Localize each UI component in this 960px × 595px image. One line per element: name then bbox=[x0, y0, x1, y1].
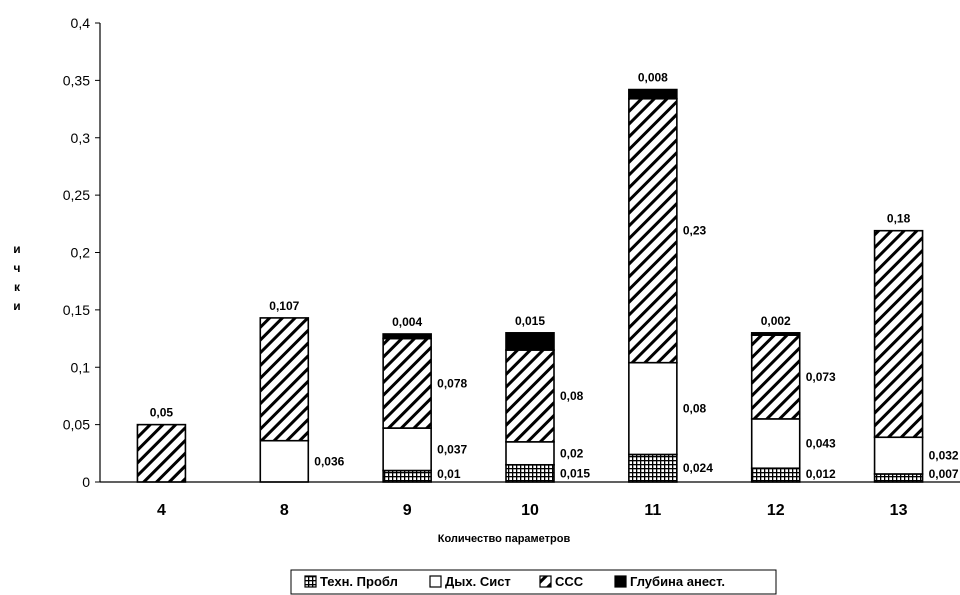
data-label: 0,012 bbox=[806, 467, 836, 481]
legend-swatch bbox=[429, 575, 442, 588]
data-label: 0,008 bbox=[638, 71, 668, 85]
y-label-letter: к bbox=[14, 280, 21, 294]
bar-segment bbox=[750, 334, 801, 420]
y-tick-label: 0,35 bbox=[63, 72, 90, 88]
bar-segment bbox=[382, 469, 432, 483]
legend-label: Глубина анест. bbox=[630, 574, 725, 589]
data-label: 0,002 bbox=[761, 314, 791, 328]
bar-segment bbox=[873, 436, 924, 475]
data-label: 0,036 bbox=[314, 454, 344, 468]
data-label: 0,024 bbox=[683, 461, 713, 475]
bar-segment bbox=[382, 333, 432, 340]
bar-segment bbox=[750, 418, 801, 470]
data-label: 0,007 bbox=[929, 467, 959, 481]
y-tick-label: 0,25 bbox=[63, 187, 90, 203]
x-tick-label: 8 bbox=[280, 502, 289, 519]
y-tick-label: 0,3 bbox=[71, 130, 91, 146]
data-label: 0,08 bbox=[560, 389, 584, 403]
bar-segment bbox=[505, 463, 555, 483]
bar-segment bbox=[259, 317, 310, 442]
x-axis-label: Количество параметров bbox=[438, 533, 571, 545]
data-label: 0,107 bbox=[269, 299, 299, 313]
y-tick-label: 0,1 bbox=[71, 359, 91, 375]
bar-segment bbox=[628, 361, 678, 456]
bar-segment bbox=[382, 337, 432, 429]
data-label: 0,08 bbox=[683, 402, 707, 416]
data-label: 0,23 bbox=[683, 224, 707, 238]
y-axis: 0 0,05 0,1 0,15 0,2 0,25 0,3 0,35 0,4 bbox=[63, 15, 101, 490]
y-label-letter: и bbox=[13, 242, 20, 256]
data-label: 0,02 bbox=[560, 446, 584, 460]
data-label: 0,073 bbox=[806, 370, 836, 384]
x-tick-label: 10 bbox=[521, 502, 539, 519]
legend-frame bbox=[290, 569, 777, 595]
x-tick-label: 9 bbox=[403, 502, 412, 519]
bars bbox=[136, 88, 924, 483]
legend-label: ССС bbox=[555, 574, 584, 589]
bar-segment bbox=[382, 427, 432, 472]
y-tick-label: 0,4 bbox=[71, 15, 91, 31]
legend-swatch bbox=[539, 575, 552, 588]
legend-swatch bbox=[614, 575, 627, 588]
bar-segment bbox=[750, 332, 801, 336]
x-tick-label: 13 bbox=[890, 502, 908, 519]
bar-segment bbox=[628, 453, 678, 483]
x-tick-label: 12 bbox=[767, 502, 785, 519]
data-label: 0,015 bbox=[560, 466, 590, 480]
bar-segment bbox=[750, 467, 801, 483]
legend-label: Дых. Сист bbox=[445, 574, 511, 589]
y-label-letter: ч bbox=[14, 261, 21, 275]
bar-segment bbox=[259, 439, 310, 483]
bar-segment bbox=[136, 423, 187, 483]
data-label: 0,037 bbox=[437, 442, 467, 456]
data-label: 0,078 bbox=[437, 376, 467, 390]
data-label: 0,032 bbox=[929, 449, 959, 463]
bar-segment bbox=[628, 88, 678, 100]
bar-segment bbox=[628, 97, 678, 364]
x-tick-label: 4 bbox=[157, 502, 166, 519]
y-tick-label: 0,15 bbox=[63, 302, 90, 318]
data-label: 0,01 bbox=[437, 467, 461, 481]
data-labels: 0,05 0,036 0,107 0,01 0,037 0,078 0,004 0,015 0,… bbox=[150, 71, 959, 481]
data-label: 0,004 bbox=[392, 315, 422, 329]
bar-segment bbox=[505, 441, 555, 466]
data-label: 0,015 bbox=[515, 314, 545, 328]
data-label: 0,043 bbox=[806, 437, 836, 451]
bar-segment bbox=[505, 349, 555, 443]
y-tick-label: 0,05 bbox=[63, 417, 90, 433]
legend-label: Техн. Пробл bbox=[320, 574, 398, 589]
data-label: 0,18 bbox=[887, 212, 911, 226]
bar-segment bbox=[873, 473, 924, 483]
x-axis: 4 8 9 10 11 12 13 bbox=[100, 481, 960, 519]
y-tick-label: 0 bbox=[82, 474, 90, 490]
x-tick-label: 11 bbox=[644, 502, 661, 519]
legend: Техн. Пробл Дых. Сист ССС Глубина анест. bbox=[290, 569, 777, 595]
legend-swatch bbox=[304, 575, 317, 588]
bar-segment bbox=[873, 229, 924, 439]
data-label: 0,05 bbox=[150, 406, 174, 420]
bar-segment bbox=[505, 332, 555, 351]
y-tick-label: 0,2 bbox=[71, 245, 91, 261]
y-label-letter: и bbox=[13, 299, 20, 313]
